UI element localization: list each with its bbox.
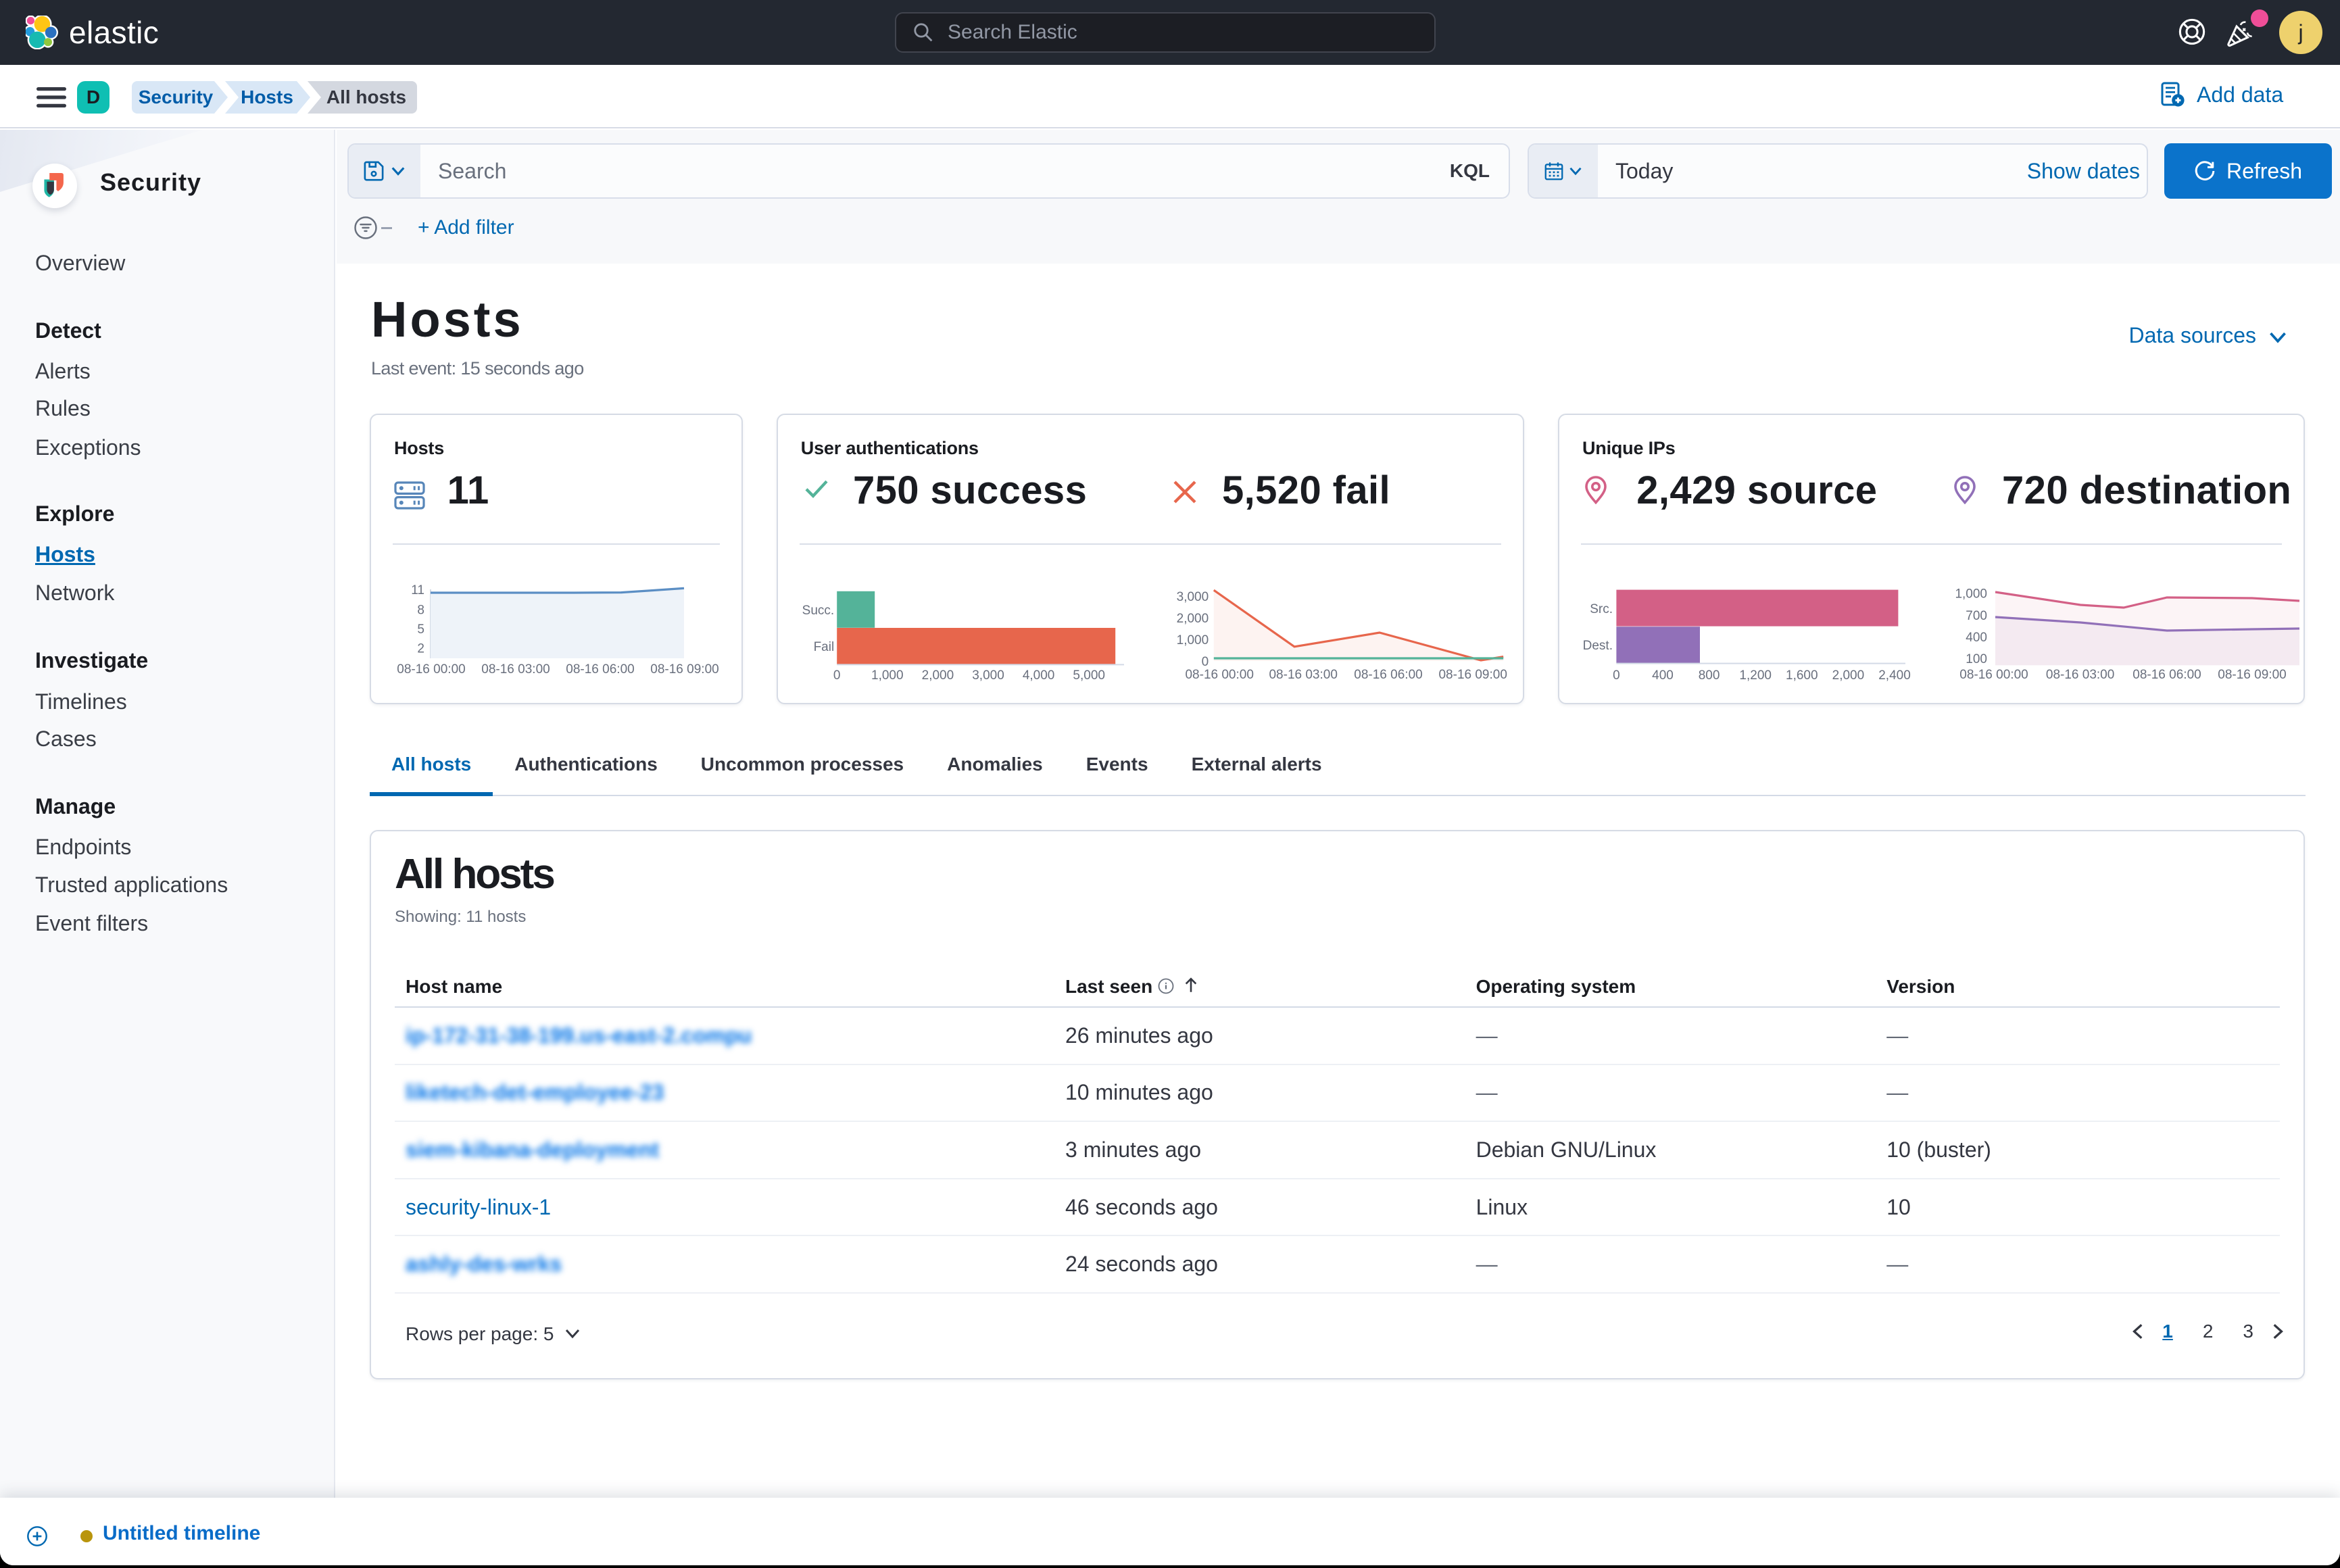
svg-text:08-16 00:00: 08-16 00:00 — [397, 662, 465, 677]
svg-text:8: 8 — [417, 604, 424, 618]
svg-text:400: 400 — [1652, 668, 1674, 683]
svg-text:1,000: 1,000 — [871, 668, 904, 683]
svg-text:Dest.: Dest. — [1583, 639, 1613, 653]
svg-text:2,000: 2,000 — [1832, 668, 1865, 683]
svg-text:08-16 06:00: 08-16 06:00 — [2132, 668, 2201, 682]
svg-text:100: 100 — [1966, 652, 1987, 666]
svg-text:3,000: 3,000 — [972, 668, 1004, 683]
svg-text:2: 2 — [417, 641, 424, 656]
svg-text:Succ.: Succ. — [802, 604, 834, 618]
svg-text:Src.: Src. — [1590, 602, 1613, 616]
svg-text:5,000: 5,000 — [1073, 668, 1105, 683]
svg-text:1,000: 1,000 — [1955, 587, 1987, 602]
svg-text:08-16 03:00: 08-16 03:00 — [2046, 668, 2114, 682]
svg-text:5: 5 — [417, 622, 424, 637]
svg-text:1,600: 1,600 — [1786, 668, 1818, 683]
svg-text:08-16 06:00: 08-16 06:00 — [566, 662, 634, 677]
svg-text:700: 700 — [1966, 609, 1987, 623]
svg-text:2,000: 2,000 — [921, 668, 954, 683]
svg-text:0: 0 — [1613, 668, 1620, 683]
svg-text:08-16 03:00: 08-16 03:00 — [1269, 668, 1337, 682]
svg-text:4,000: 4,000 — [1023, 668, 1055, 683]
svg-text:08-16 06:00: 08-16 06:00 — [1354, 668, 1422, 682]
svg-text:08-16 03:00: 08-16 03:00 — [481, 662, 550, 677]
svg-text:08-16 09:00: 08-16 09:00 — [2218, 668, 2286, 682]
svg-text:2,000: 2,000 — [1176, 612, 1209, 626]
svg-text:400: 400 — [1966, 631, 1987, 645]
svg-text:08-16 00:00: 08-16 00:00 — [1959, 668, 2028, 682]
svg-text:Fail: Fail — [813, 640, 834, 654]
svg-text:08-16 09:00: 08-16 09:00 — [1438, 668, 1507, 682]
svg-text:1,200: 1,200 — [1739, 668, 1772, 683]
svg-text:800: 800 — [1699, 668, 1720, 683]
svg-text:2,400: 2,400 — [1878, 668, 1911, 683]
svg-text:08-16 09:00: 08-16 09:00 — [650, 662, 718, 677]
svg-text:1,000: 1,000 — [1176, 633, 1209, 647]
svg-text:08-16 00:00: 08-16 00:00 — [1185, 668, 1253, 682]
svg-text:11: 11 — [411, 583, 424, 597]
svg-text:0: 0 — [833, 668, 841, 683]
svg-text:3,000: 3,000 — [1176, 590, 1209, 604]
svg-text:0: 0 — [1201, 655, 1209, 669]
